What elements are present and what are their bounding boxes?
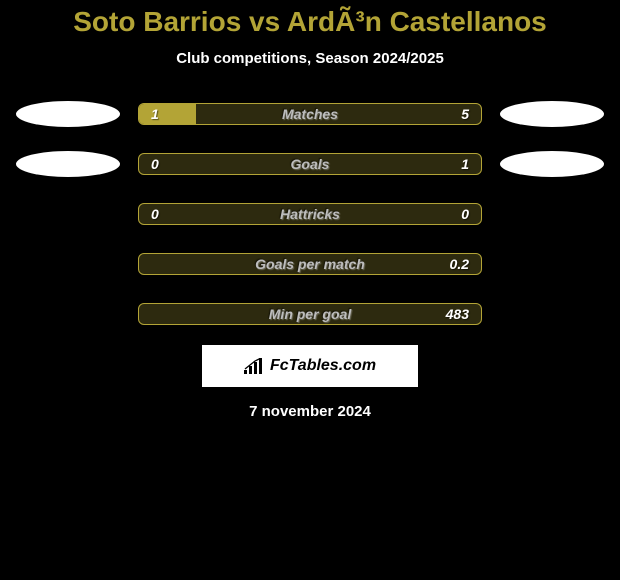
stat-label: Goals — [139, 156, 481, 172]
player-avatar-right — [500, 101, 604, 127]
stat-row: 01Goals — [0, 151, 620, 177]
brand-text: FcTables.com — [270, 357, 376, 375]
avatar-spacer — [16, 251, 120, 277]
avatar-spacer — [500, 201, 604, 227]
stat-bar: 0.2Goals per match — [138, 253, 482, 275]
player-avatar-left — [16, 101, 120, 127]
bar-chart-icon — [244, 358, 264, 374]
stat-row: 00Hattricks — [0, 201, 620, 227]
player-avatar-left — [16, 151, 120, 177]
stat-bar: 01Goals — [138, 153, 482, 175]
stat-label: Matches — [139, 106, 481, 122]
footer-date: 7 november 2024 — [0, 403, 620, 420]
page-title: Soto Barrios vs ArdÃ³n Castellanos — [0, 0, 620, 38]
stat-bar: 15Matches — [138, 103, 482, 125]
stat-row: 15Matches — [0, 101, 620, 127]
stat-label: Hattricks — [139, 206, 481, 222]
stat-bar: 483Min per goal — [138, 303, 482, 325]
stat-rows: 15Matches 01Goals 00Hattricks 0.2Goals per … — [0, 101, 620, 327]
avatar-spacer — [16, 201, 120, 227]
stat-label: Min per goal — [139, 306, 481, 322]
avatar-spacer — [500, 301, 604, 327]
stat-label: Goals per match — [139, 256, 481, 272]
player-avatar-right — [500, 151, 604, 177]
stat-row: 483Min per goal — [0, 301, 620, 327]
brand-logo: FcTables.com — [202, 345, 418, 387]
stat-row: 0.2Goals per match — [0, 251, 620, 277]
page-subtitle: Club competitions, Season 2024/2025 — [0, 50, 620, 67]
avatar-spacer — [500, 251, 604, 277]
avatar-spacer — [16, 301, 120, 327]
stat-bar: 00Hattricks — [138, 203, 482, 225]
